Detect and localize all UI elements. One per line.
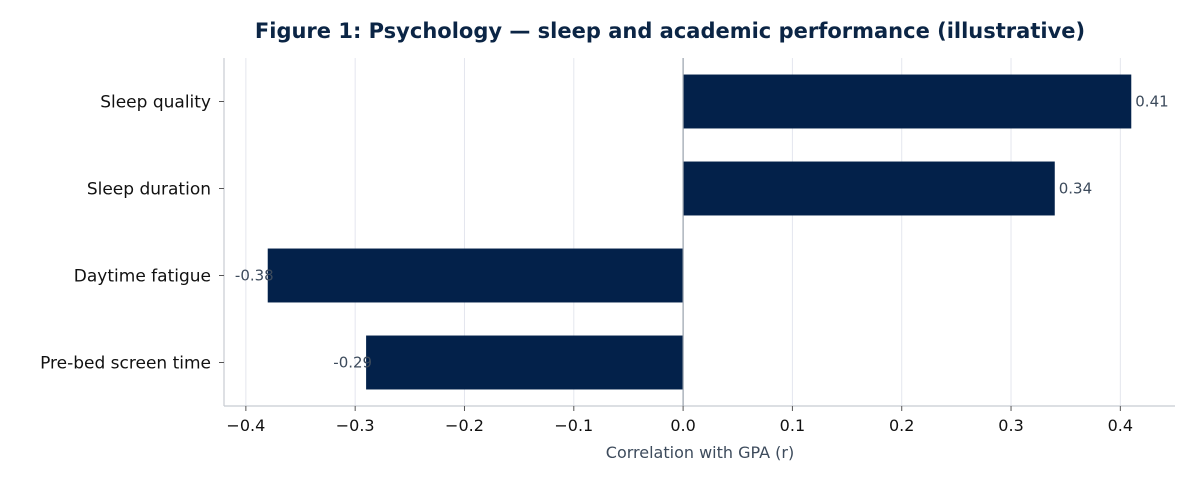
bar [683, 74, 1132, 129]
x-tick-label: 0.3 [998, 416, 1023, 435]
data-label: -0.38 [235, 267, 274, 285]
bars [267, 74, 1132, 390]
x-tick-label: 0.0 [670, 416, 695, 435]
axes [223, 58, 1175, 407]
x-tick-label: 0.4 [1108, 416, 1133, 435]
bar [366, 335, 684, 390]
data-label: -0.29 [333, 354, 372, 372]
category-label: Pre-bed screen time [40, 354, 211, 374]
data-label: 0.34 [1059, 180, 1092, 198]
bar [683, 161, 1055, 216]
data-labels: 0.41 0.34 -0.38 -0.29 [235, 93, 1169, 372]
y-category-labels: Sleep quality Sleep duration Daytime fatig… [40, 93, 224, 374]
x-tick-label: −0.1 [554, 416, 593, 435]
x-tick-label: 0.2 [889, 416, 914, 435]
bar [267, 248, 684, 303]
category-label: Sleep quality [100, 93, 211, 113]
data-label: 0.41 [1135, 93, 1168, 111]
x-tick-label: −0.3 [336, 416, 375, 435]
x-tick-label: −0.4 [226, 416, 265, 435]
x-tick-label: −0.2 [445, 416, 484, 435]
x-tick-label: 0.1 [780, 416, 805, 435]
chart-title: Figure 1: Psychology — sleep and academi… [255, 19, 1085, 43]
category-label: Daytime fatigue [74, 267, 211, 287]
x-axis-label: Correlation with GPA (r) [606, 443, 794, 462]
category-label: Sleep duration [87, 180, 211, 200]
x-ticks: −0.4 −0.3 −0.2 −0.1 0.0 0.1 0.2 0.3 0.4 [226, 406, 1133, 435]
